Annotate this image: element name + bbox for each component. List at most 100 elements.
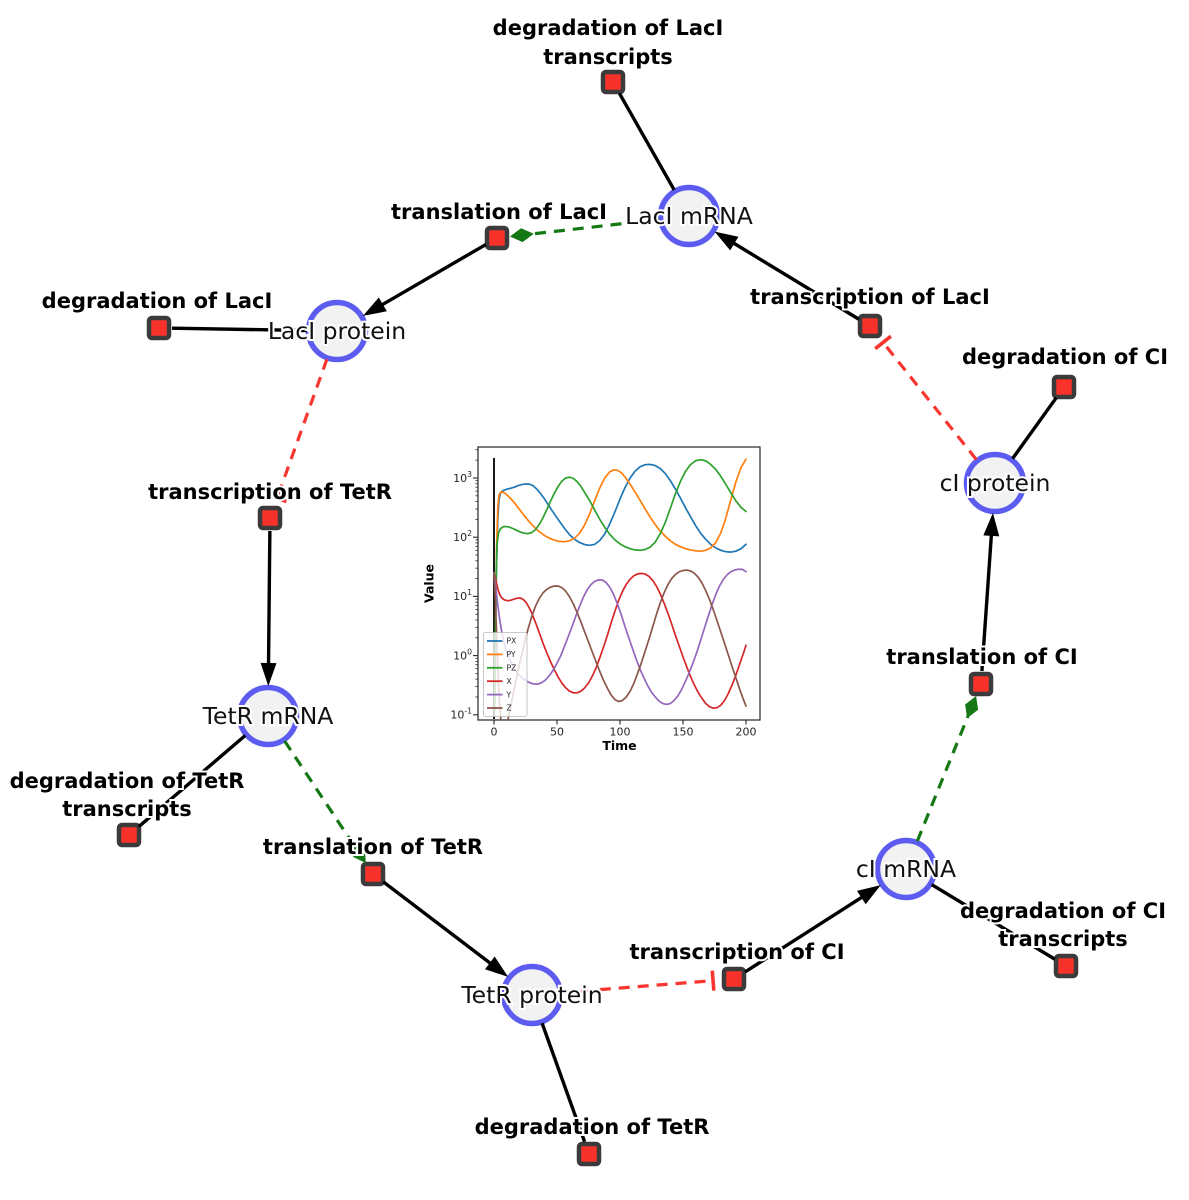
species-label-tetR_protein: TetR protein (460, 981, 602, 1009)
edge-tetR_protein-txn_cI (561, 970, 716, 995)
x-tick-label: 200 (736, 726, 757, 739)
activation-edge-line (915, 715, 970, 842)
reaction-node-txn_tetR (257, 505, 283, 531)
edge-cI_protein-deg_cI (1011, 396, 1058, 460)
reaction-node-transl_lacI (484, 225, 510, 251)
x-tick-label: 50 (550, 726, 564, 739)
production-edge-line (266, 530, 272, 671)
y-tick-label: 101 (453, 588, 472, 603)
edge-transl_tetR-tetR_protein (382, 880, 509, 977)
edge-cI_mRNA-deg_cI_tx (930, 883, 1056, 961)
reaction-label-transl_tetR: translation of TetR (263, 835, 483, 859)
reaction-node-deg_tetR (576, 1141, 602, 1167)
y-tick-label: 10-1 (450, 707, 472, 722)
activation-diamond-icon (965, 696, 979, 719)
species-node-cI_mRNA (874, 837, 938, 901)
arrowhead-icon (260, 662, 277, 687)
edge-tetR_mRNA-transl_tetR (283, 740, 366, 864)
legend-label-PX: PX (507, 637, 517, 646)
reaction-label-deg_tetR: degradation of TetR (475, 1115, 710, 1139)
degradation-edge-line (171, 326, 308, 333)
edge-lacI_protein-txn_tetR (267, 358, 329, 504)
legend-label-Y: Y (506, 690, 512, 699)
activation-diamond-icon (352, 843, 366, 864)
legend-label-X: X (507, 677, 512, 686)
reaction-label-txn_lacI: transcription of LacI (750, 285, 990, 309)
degradation-edge-line (930, 883, 1056, 961)
production-edge-line (375, 243, 487, 310)
reaction-label-deg_tetR_tx-line2: transcripts (62, 797, 192, 821)
reaction-label-deg_lacI: degradation of LacI (42, 289, 273, 313)
species-label-cI_protein: cI protein (940, 469, 1051, 497)
edge-txn_lacI-lacI_mRNA (714, 231, 860, 321)
species-label-cI_mRNA: cI mRNA (856, 855, 956, 883)
species-node-tetR_mRNA (236, 684, 300, 748)
edge-lacI_protein-deg_lacI (171, 326, 308, 333)
production-edge-line (382, 880, 497, 969)
degradation-edge-line (617, 92, 676, 191)
reaction-node-txn_cI (721, 966, 747, 992)
degradation-edge-line (1011, 396, 1058, 460)
edge-txn_tetR-tetR_mRNA (260, 530, 277, 687)
plot-series-PY (493, 458, 747, 711)
edge-tetR_mRNA-deg_tetR_tx (137, 734, 247, 828)
reaction-node-deg_cI (1051, 374, 1077, 400)
activation-edge-line (283, 740, 355, 846)
edges-layer (137, 92, 1058, 1143)
degradation-edge-line (137, 734, 247, 828)
inhibition-edge-line (884, 344, 978, 461)
y-axis-title: Value (422, 564, 437, 603)
reaction-label-txn_cI: transcription of CI (629, 940, 844, 964)
plot-series-PX (493, 463, 747, 711)
inhibition-edge-line (276, 358, 329, 496)
species-label-lacI_protein: LacI protein (268, 317, 406, 345)
arrowhead-icon (484, 956, 509, 977)
arrowhead-icon (983, 512, 1000, 537)
activation-diamond-icon (509, 228, 534, 243)
reaction-label-deg_lacI_tx-line2: transcripts (543, 45, 673, 69)
species-node-lacI_protein (305, 299, 369, 363)
legend-label-PZ: PZ (507, 664, 517, 673)
species-node-cI_protein (963, 451, 1027, 515)
reaction-node-deg_lacI_tx (600, 69, 626, 95)
inhibition-edge-line (561, 979, 710, 995)
reaction-label-deg_tetR_tx-line1: degradation of TetR (10, 769, 245, 793)
legend-label-PY: PY (507, 650, 516, 659)
plot-legend: PX PY PZ XYZ (483, 632, 528, 717)
arrowhead-icon (857, 885, 881, 905)
species-node-lacI_mRNA (657, 184, 721, 248)
plot-series-X (493, 571, 747, 709)
legend-box (483, 632, 528, 717)
edge-cI_protein-txn_lacI (874, 334, 978, 461)
production-edge-line (980, 528, 994, 672)
arrowhead-icon (714, 231, 739, 251)
reaction-node-deg_tetR_tx (116, 822, 142, 848)
arrowhead-icon (362, 297, 387, 316)
reaction-label-deg_cI: degradation of CI (962, 345, 1168, 369)
inhibition-tee-icon (710, 970, 716, 991)
edge-cI_mRNA-transl_cI (915, 696, 979, 842)
x-tick-label: 0 (491, 726, 498, 739)
edge-lacI_mRNA-deg_lacI_tx (617, 92, 676, 191)
production-edge-line (727, 238, 860, 321)
edge-transl_lacI-lacI_protein (362, 243, 487, 316)
activation-edge-line (531, 217, 660, 236)
species-label-tetR_mRNA: TetR mRNA (202, 702, 334, 730)
edge-txn_cI-cI_mRNA (744, 885, 881, 974)
species-label-lacI_mRNA: LacI mRNA (625, 202, 753, 230)
species-node-tetR_protein (500, 963, 564, 1027)
inhibition-tee-icon (267, 493, 288, 504)
edge-transl_cI-cI_protein (980, 512, 1000, 672)
x-axis-title: Time (602, 738, 636, 753)
y-tick-label: 102 (453, 529, 472, 544)
reaction-label-deg_cI_tx-line2: transcripts (998, 927, 1128, 951)
reaction-node-deg_cI_tx (1053, 953, 1079, 979)
y-tick-label: 100 (453, 647, 472, 662)
x-tick-label: 100 (610, 726, 631, 739)
production-edge-line (744, 892, 869, 974)
legend-label-Z: Z (507, 704, 512, 713)
reaction-node-deg_lacI (146, 315, 172, 341)
reaction-label-transl_lacI: translation of LacI (391, 200, 607, 224)
